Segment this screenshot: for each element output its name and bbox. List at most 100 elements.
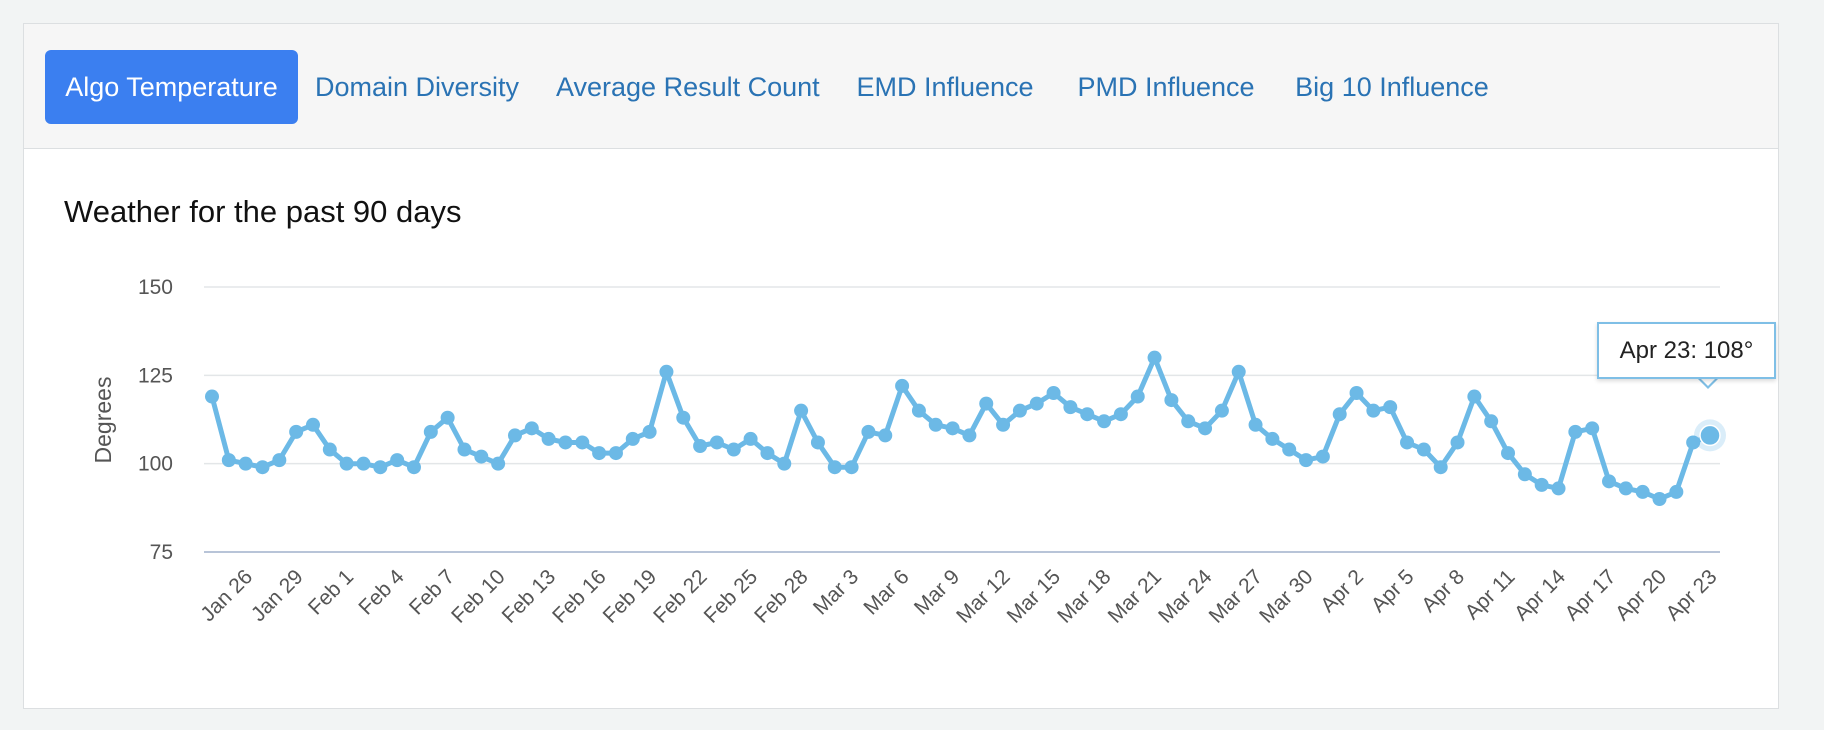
data-point: [339, 456, 354, 471]
data-point: [608, 446, 623, 461]
x-tick-label: Mar 30: [1255, 565, 1317, 627]
data-point: [406, 460, 421, 475]
x-tick-label: Mar 6: [859, 565, 913, 619]
data-point: [440, 410, 455, 425]
x-tick-label: Mar 3: [809, 565, 863, 619]
data-point: [1669, 484, 1684, 499]
data-point: [423, 424, 438, 439]
data-point: [928, 417, 943, 432]
data-point: [1299, 453, 1314, 468]
x-tick-label: Mar 24: [1154, 565, 1217, 628]
x-tick-label: Apr 17: [1561, 565, 1621, 625]
x-tick-label: Mar 27: [1205, 565, 1267, 627]
data-point: [272, 453, 287, 468]
data-point: [205, 389, 219, 404]
data-point: [878, 428, 893, 443]
data-point: [895, 378, 910, 393]
data-point: [743, 431, 758, 446]
data-point: [507, 428, 522, 443]
data-point: [1551, 481, 1566, 496]
y-tick-label: 150: [138, 276, 173, 299]
data-point: [1450, 435, 1465, 450]
data-point: [1147, 350, 1162, 365]
data-point: [659, 364, 674, 379]
x-tick-label: Apr 2: [1316, 565, 1368, 617]
data-point: [289, 424, 304, 439]
x-tick-label: Feb 28: [750, 565, 813, 628]
data-point: [558, 435, 573, 450]
x-tick-label: Feb 22: [649, 565, 712, 628]
tab-algo-temperature[interactable]: Algo Temperature: [45, 50, 298, 124]
data-point: [760, 446, 775, 461]
data-point: [221, 453, 236, 468]
data-point: [1366, 403, 1381, 418]
data-point: [1063, 400, 1078, 415]
data-point: [1231, 364, 1246, 379]
data-point: [1383, 400, 1398, 415]
data-point: [911, 403, 926, 418]
x-tick-label: Feb 16: [548, 565, 611, 628]
chart-tooltip: Apr 23: 108°: [1597, 322, 1776, 379]
data-point: [642, 424, 657, 439]
data-point: [1097, 414, 1112, 429]
x-tick-label: Apr 20: [1611, 565, 1671, 625]
data-point: [794, 403, 809, 418]
tab-emd-influence[interactable]: EMD Influence: [856, 72, 1034, 102]
data-point: [474, 449, 489, 464]
x-tick-label: Apr 23: [1662, 565, 1722, 625]
data-point: [1265, 431, 1280, 446]
x-tick-label: Jan 26: [196, 565, 257, 626]
data-point: [457, 442, 472, 457]
data-point: [1332, 407, 1347, 422]
data-point: [1467, 389, 1482, 404]
data-point: [1130, 389, 1145, 404]
data-point: [1198, 421, 1213, 436]
chart-panel: Algo Temperature Domain Diversity Averag…: [23, 23, 1779, 709]
x-tick-label: Feb 4: [354, 565, 408, 619]
data-point: [1181, 414, 1196, 429]
x-tick-label: Feb 1: [304, 565, 358, 619]
data-point: [1699, 424, 1721, 447]
data-point: [1029, 396, 1044, 411]
y-axis-label: Degrees: [90, 377, 116, 464]
data-point: [844, 460, 859, 475]
data-point: [709, 435, 724, 450]
data-point: [305, 417, 320, 432]
data-point: [1484, 414, 1499, 429]
data-point: [726, 442, 741, 457]
data-point: [1534, 477, 1549, 492]
data-point: [1517, 467, 1532, 482]
data-point: [1248, 417, 1263, 432]
tab-big-10-influence[interactable]: Big 10 Influence: [1295, 72, 1489, 102]
tab-average-result-count[interactable]: Average Result Count: [556, 72, 820, 102]
data-point: [1164, 393, 1179, 408]
chart-title: Weather for the past 90 days: [64, 194, 462, 229]
data-point: [1501, 446, 1516, 461]
x-tick-label: Feb 19: [599, 565, 662, 628]
y-tick-label: 75: [150, 541, 173, 564]
data-point: [1416, 442, 1431, 457]
data-point: [541, 431, 556, 446]
data-point: [1400, 435, 1415, 450]
data-point: [390, 453, 405, 468]
x-tick-label: Mar 15: [1003, 565, 1065, 627]
tab-pmd-influence[interactable]: PMD Influence: [1077, 72, 1255, 102]
y-tick-label: 125: [138, 364, 173, 387]
data-point: [1315, 449, 1330, 464]
x-tick-label: Mar 12: [952, 565, 1014, 627]
x-tick-label: Apr 5: [1367, 565, 1419, 617]
data-point: [356, 456, 371, 471]
data-point: [693, 439, 708, 453]
x-tick-label: Apr 14: [1510, 565, 1570, 625]
data-point: [827, 460, 842, 475]
data-point: [996, 417, 1011, 432]
tab-domain-diversity[interactable]: Domain Diversity: [314, 72, 520, 102]
x-tick-label: Jan 29: [247, 565, 308, 626]
data-point: [1046, 386, 1061, 400]
data-point: [238, 456, 253, 471]
data-point: [1080, 407, 1095, 422]
data-point: [810, 435, 825, 450]
tooltip-arrow-inner: [1698, 376, 1718, 386]
data-point: [861, 424, 876, 439]
